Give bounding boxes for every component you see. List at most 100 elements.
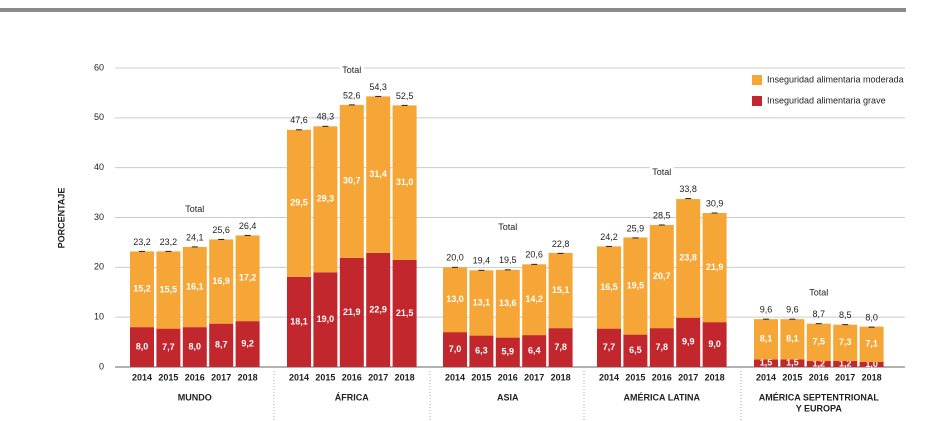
x-tick-label: 2015	[158, 372, 178, 382]
bar-value-label: 8,1	[760, 334, 773, 344]
bar-value-label: 15,2	[133, 284, 151, 294]
group-label: ÁFRICA	[335, 392, 369, 402]
bar-segment	[130, 327, 154, 367]
total-value-label: 25,6	[212, 225, 230, 235]
bar-segment	[209, 239, 234, 324]
bar-segment	[623, 237, 648, 335]
x-tick-label: 2014	[599, 372, 619, 382]
bar-value-label: 8,1	[786, 334, 799, 344]
bar-segment	[469, 270, 494, 336]
bar-segment	[235, 235, 260, 322]
bar-segment	[156, 328, 181, 367]
total-value-label: 47,6	[290, 115, 308, 125]
total-value-label: 23,2	[160, 237, 178, 247]
x-tick-label: 2014	[756, 372, 776, 382]
total-title-bg	[806, 287, 831, 300]
bar-segment	[156, 251, 181, 329]
x-tick-label: 2017	[835, 372, 855, 382]
x-tick-label: 2016	[342, 372, 362, 382]
bar-value-label: 9,0	[708, 339, 721, 349]
bar-segment	[366, 96, 391, 253]
bar-segment	[522, 335, 547, 367]
group-label: Y EUROPA	[796, 403, 843, 413]
legend-swatch	[752, 75, 762, 85]
bar-segment	[780, 319, 805, 360]
bar-value-label: 7,8	[656, 342, 669, 352]
bar-value-label: 7,3	[839, 337, 852, 347]
group-label: AMÉRICA SEPTENTRIONAL	[759, 392, 880, 402]
legend-label: Inseguridad alimentaria grave	[767, 95, 886, 105]
total-value-label: 19,4	[473, 256, 491, 266]
bar-value-label: 9,2	[241, 338, 254, 348]
bar-segment	[235, 321, 260, 367]
x-tick-label: 2017	[678, 372, 698, 382]
bar-value-label: 17,2	[239, 273, 257, 283]
legend-label: Inseguridad alimentaria moderada	[767, 74, 904, 84]
bar-value-label: 5,9	[502, 347, 515, 357]
bar-value-label: 1,2	[813, 358, 826, 368]
bar-value-label: 7,7	[603, 342, 616, 352]
bar-segment	[806, 323, 831, 362]
bar-segment	[443, 332, 467, 367]
bar-segment	[130, 251, 154, 328]
bar-segment	[833, 324, 858, 362]
bar-value-label: 13,0	[446, 294, 464, 304]
bar-segment	[754, 319, 778, 360]
bar-segment	[495, 269, 520, 338]
bar-segment	[339, 104, 364, 258]
x-tick-label: 2018	[395, 372, 415, 382]
bar-segment	[859, 326, 884, 363]
total-value-label: 28,5	[653, 210, 671, 220]
bar-value-label: 1,2	[839, 358, 852, 368]
x-tick-label: 2015	[625, 372, 645, 382]
bar-value-label: 7,0	[449, 344, 462, 354]
bar-segment	[780, 359, 805, 367]
bar-value-label: 6,3	[475, 346, 488, 356]
x-tick-label: 2015	[315, 372, 335, 382]
top-rule	[0, 8, 906, 12]
bar-segment	[287, 129, 311, 277]
bar-value-label: 1,0	[865, 359, 878, 369]
bar-value-label: 20,7	[653, 271, 671, 281]
bar-value-label: 19,0	[317, 314, 335, 324]
x-tick-label: 2018	[705, 372, 725, 382]
bar-value-label: 7,8	[554, 342, 567, 352]
bar-segment	[754, 359, 778, 367]
total-value-label: 54,3	[369, 82, 387, 92]
bar-segment	[182, 246, 207, 328]
x-tick-label: 2018	[238, 372, 258, 382]
x-tick-label: 2015	[782, 372, 802, 382]
bar-segment	[676, 199, 701, 318]
total-title: Total	[809, 288, 828, 298]
bar-value-label: 13,6	[499, 298, 517, 308]
x-tick-label: 2014	[445, 372, 465, 382]
bar-segment	[209, 323, 234, 367]
bar-value-label: 14,2	[525, 294, 543, 304]
x-tick-label: 2016	[185, 372, 205, 382]
bar-segment	[392, 259, 417, 367]
total-value-label: 52,5	[396, 91, 414, 101]
total-value-label: 8,7	[813, 309, 826, 319]
bar-value-label: 16,1	[186, 281, 204, 291]
total-title-bg	[182, 203, 207, 216]
bar-value-label: 8,0	[136, 341, 149, 351]
bar-segment	[702, 322, 727, 367]
bar-segment	[859, 362, 884, 367]
bar-value-label: 15,1	[552, 285, 570, 295]
x-tick-label: 2018	[862, 372, 882, 382]
y-tick-label: 40	[94, 162, 104, 172]
total-title-bg	[495, 221, 520, 234]
bar-value-label: 8,0	[189, 341, 202, 351]
bar-segment	[597, 246, 621, 329]
bar-value-label: 7,1	[865, 339, 878, 349]
bar-segment	[313, 126, 338, 273]
bar-value-label: 19,5	[627, 280, 645, 290]
x-tick-label: 2017	[211, 372, 231, 382]
bar-value-label: 29,3	[317, 194, 335, 204]
y-tick-label: 60	[94, 62, 104, 72]
bar-segment	[366, 252, 391, 367]
bar-value-label: 7,7	[162, 342, 175, 352]
bar-value-label: 30,7	[343, 176, 361, 186]
bar-value-label: 6,5	[629, 345, 642, 355]
x-tick-label: 2014	[289, 372, 309, 382]
